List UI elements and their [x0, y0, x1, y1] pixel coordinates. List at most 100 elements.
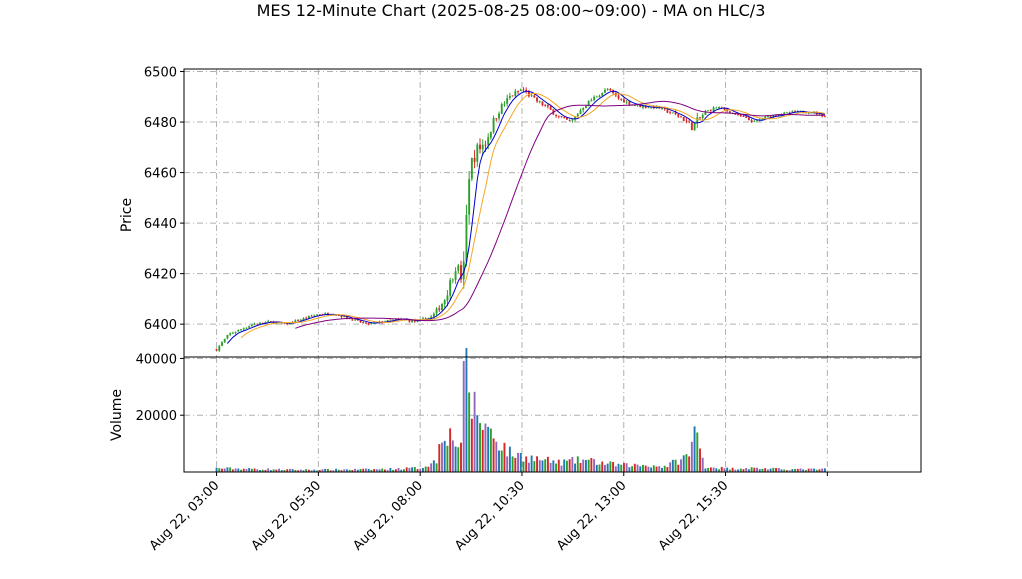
- volume-gridlines: [184, 357, 921, 472]
- volume-bar: [245, 468, 248, 472]
- candle-body: [451, 279, 454, 281]
- candle-body: [593, 96, 596, 100]
- candle-body: [788, 112, 791, 114]
- candle-body: [563, 117, 566, 118]
- volume-bar: [476, 415, 479, 472]
- volume-bar: [595, 464, 598, 472]
- volume-bar: [326, 468, 329, 472]
- volume-bar: [571, 457, 574, 472]
- candle-body: [514, 91, 517, 96]
- candle-body: [533, 95, 536, 98]
- volume-bar: [764, 468, 767, 472]
- volume-bar: [354, 468, 357, 472]
- volume-bar: [223, 468, 226, 472]
- volume-bar: [397, 467, 400, 472]
- volume-bar: [544, 459, 547, 472]
- candle-body: [625, 101, 628, 103]
- volume-bar: [712, 467, 715, 472]
- volume-bar: [731, 467, 734, 472]
- candle-body: [617, 95, 620, 99]
- x-axis: Aug 22, 03:00 Aug 22, 05:30 Aug 22, 08:00 A…: [147, 472, 828, 554]
- candle-body: [318, 314, 321, 316]
- candle-body: [536, 97, 539, 102]
- candle-body: [737, 114, 739, 116]
- volume-bar: [484, 423, 487, 472]
- volume-y-axis-label: Volume: [109, 389, 125, 441]
- volume-bar: [682, 455, 685, 472]
- volume-bar: [405, 467, 408, 472]
- candle-body: [576, 114, 579, 117]
- candle-body: [484, 144, 487, 146]
- volume-bar: [617, 463, 620, 472]
- candle-body: [745, 116, 748, 118]
- candle-body: [256, 323, 259, 325]
- chart-title: MES 12-Minute Chart (2025-08-25 08:00~09…: [257, 1, 766, 20]
- volume-bar: [269, 470, 272, 472]
- volume-bar: [340, 470, 343, 472]
- price-y-tick-label: 6440: [144, 217, 177, 232]
- candle-body: [370, 323, 373, 324]
- candle-body: [234, 331, 237, 333]
- candle-body: [240, 329, 242, 330]
- volume-bar: [427, 466, 430, 472]
- volume-bar: [264, 469, 267, 472]
- price-y-ticks: 6400 6420 6440 6460 6480 6500: [144, 66, 184, 333]
- candle-body: [470, 157, 473, 179]
- volume-bar: [745, 467, 748, 472]
- candle-body: [796, 110, 799, 112]
- volume-bar: [438, 444, 441, 472]
- candle-body: [446, 295, 449, 301]
- volume-bar: [568, 459, 571, 472]
- candle-body: [747, 117, 750, 121]
- candle-body: [351, 319, 354, 321]
- volume-bar: [750, 467, 753, 472]
- volume-bar: [259, 469, 261, 472]
- volume-bar: [329, 470, 332, 472]
- candle-body: [810, 112, 813, 114]
- candle-body: [699, 117, 701, 119]
- volume-bar: [614, 466, 617, 472]
- candle-body: [560, 116, 563, 118]
- candle-body: [696, 117, 699, 123]
- volume-bar: [408, 467, 411, 472]
- candle-body: [519, 89, 522, 91]
- candle-body: [316, 314, 319, 316]
- volume-bar: [813, 468, 816, 472]
- volume-bar: [739, 468, 742, 472]
- volume-bar: [538, 460, 541, 472]
- candle-body: [769, 116, 772, 118]
- volume-bar: [766, 469, 769, 472]
- volume-bar: [435, 463, 438, 472]
- candle-body: [481, 144, 484, 150]
- volume-bar: [498, 450, 500, 472]
- ma-line-10: [240, 92, 825, 339]
- volume-bar: [593, 459, 596, 472]
- volume-bar: [413, 466, 416, 472]
- volume-bar: [587, 459, 590, 472]
- volume-bar: [419, 468, 422, 472]
- candle-body: [780, 114, 783, 116]
- volume-bar: [367, 468, 370, 472]
- candle-body: [718, 107, 720, 109]
- volume-bar: [389, 467, 392, 472]
- candle-body: [340, 315, 343, 318]
- candle-body: [443, 300, 446, 305]
- x-tick-label: Aug 22, 05:30: [249, 478, 325, 554]
- candle-body: [677, 114, 680, 117]
- candle-body: [473, 157, 476, 163]
- volume-bar: [441, 442, 443, 472]
- candle-body: [364, 322, 367, 324]
- volume-bar: [734, 469, 737, 472]
- volume-bar: [313, 469, 316, 472]
- volume-bar: [772, 467, 775, 472]
- candle-body: [807, 112, 810, 114]
- volume-bar: [335, 468, 338, 472]
- price-panel: 6400 6420 6440 6460 6480 6500 Price: [119, 66, 922, 358]
- volume-bar: [310, 470, 313, 472]
- candle-body: [297, 320, 300, 322]
- price-y-tick-label: 6400: [144, 318, 177, 333]
- volume-bar: [229, 467, 232, 472]
- candle-body: [432, 313, 435, 317]
- volume-bar: [552, 460, 555, 472]
